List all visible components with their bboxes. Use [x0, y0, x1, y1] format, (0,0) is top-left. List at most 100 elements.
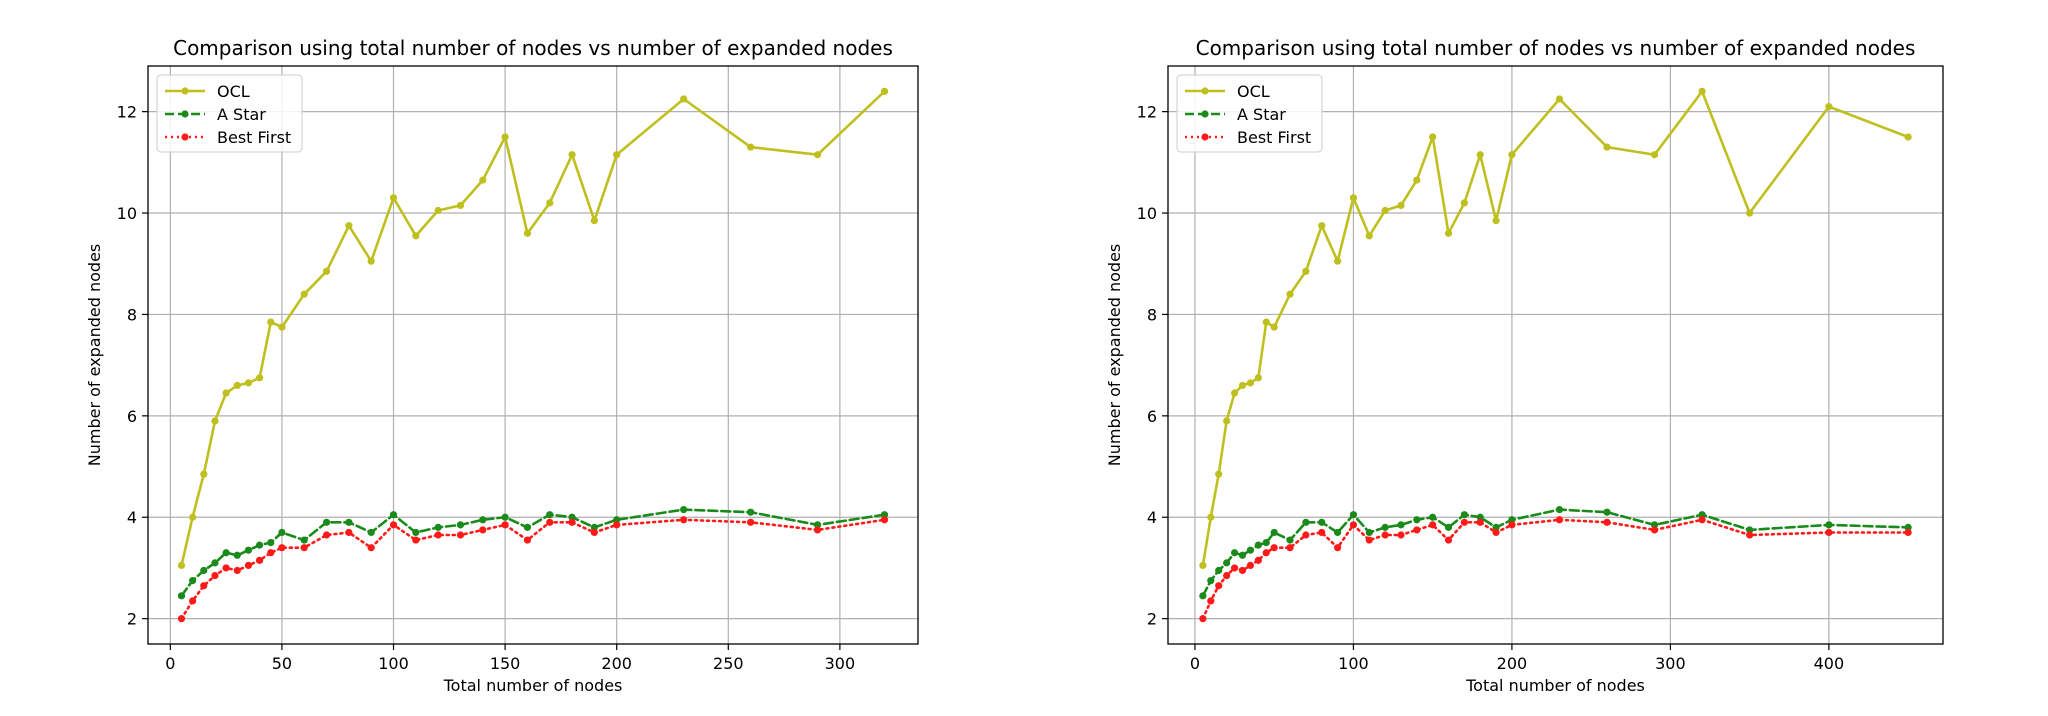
- data-point: [1746, 209, 1754, 217]
- data-point: [1698, 87, 1706, 95]
- data-point: [1365, 232, 1373, 240]
- data-point: [412, 232, 420, 240]
- data-point: [1698, 511, 1706, 519]
- data-point: [1492, 217, 1500, 225]
- data-point: [1333, 257, 1342, 265]
- gridlines: [148, 66, 918, 644]
- data-point: [1460, 511, 1468, 519]
- x-tick-label: 300: [825, 654, 856, 673]
- series-best-first: [177, 516, 889, 623]
- data-point: [813, 521, 822, 529]
- data-point: [1262, 318, 1270, 326]
- data-point: [590, 217, 598, 225]
- data-point: [189, 597, 197, 605]
- data-point: [1318, 528, 1326, 537]
- data-point: [1246, 561, 1255, 570]
- series-line: [1201, 90, 1910, 567]
- x-tick-label: 100: [1338, 654, 1369, 673]
- y-tick-label: 2: [1147, 610, 1157, 629]
- data-point: [1825, 528, 1833, 537]
- legend-marker: [1201, 87, 1209, 95]
- data-point: [233, 551, 241, 559]
- data-point: [523, 536, 532, 544]
- data-point: [1223, 417, 1231, 425]
- data-point: [1238, 551, 1247, 559]
- series-a-star: [1199, 506, 1912, 600]
- x-tick-label: 200: [1497, 654, 1528, 673]
- data-point: [412, 528, 420, 537]
- data-point: [211, 559, 219, 567]
- data-point: [1318, 518, 1326, 526]
- data-point: [177, 561, 186, 570]
- data-point: [278, 323, 286, 331]
- series-a-star: [177, 506, 889, 600]
- data-point: [434, 206, 442, 215]
- data-point: [813, 526, 822, 534]
- data-point: [1246, 546, 1255, 554]
- ticks: 0 50 100 150 200 250 300 2 4 6 8 10 12: [117, 103, 856, 673]
- data-point: [1254, 374, 1262, 382]
- data-point: [1223, 559, 1231, 567]
- data-point: [1349, 521, 1358, 529]
- data-point: [200, 470, 208, 478]
- data-point: [747, 518, 755, 526]
- data-point: [1270, 544, 1278, 552]
- data-point: [1444, 523, 1453, 531]
- data-point: [1207, 597, 1215, 605]
- x-axis-label: Total number of nodes: [1465, 676, 1645, 695]
- data-point: [1381, 206, 1389, 215]
- data-point: [1254, 541, 1262, 549]
- data-point: [1429, 513, 1437, 521]
- data-point: [267, 549, 275, 557]
- data-point: [434, 523, 442, 531]
- data-point: [479, 526, 487, 534]
- series-line: [180, 90, 886, 567]
- data-point: [568, 518, 576, 526]
- data-point: [1270, 528, 1278, 537]
- data-point: [1223, 571, 1231, 580]
- data-point: [1365, 528, 1373, 537]
- legend-label: Best First: [217, 128, 291, 147]
- data-point: [479, 176, 487, 184]
- data-point: [1349, 511, 1358, 519]
- data-point: [211, 417, 219, 425]
- data-point: [501, 513, 509, 521]
- data-point: [1508, 521, 1516, 529]
- data-point: [1333, 544, 1342, 552]
- data-point: [1286, 544, 1294, 552]
- data-point: [1603, 518, 1611, 526]
- data-point: [255, 374, 264, 382]
- data-point: [255, 541, 264, 549]
- data-point: [1286, 290, 1294, 298]
- data-point: [613, 516, 621, 524]
- legend-label: A Star: [217, 105, 266, 124]
- data-point: [1650, 151, 1659, 159]
- data-point: [1262, 549, 1270, 557]
- data-point: [300, 290, 308, 298]
- data-point: [389, 511, 398, 519]
- data-point: [222, 389, 230, 397]
- x-tick-label: 0: [165, 654, 175, 673]
- data-point: [244, 379, 253, 387]
- data-point: [367, 528, 375, 537]
- data-point: [389, 521, 398, 529]
- data-point: [1904, 523, 1912, 531]
- data-point: [222, 549, 230, 557]
- data-point: [590, 528, 598, 537]
- data-point: [1825, 521, 1833, 529]
- legend-label: OCL: [1237, 82, 1270, 101]
- data-point: [1381, 523, 1389, 531]
- data-point: [880, 87, 889, 95]
- data-point: [523, 523, 532, 531]
- y-tick-label: 12: [117, 103, 137, 122]
- data-point: [1262, 538, 1270, 547]
- data-point: [747, 143, 755, 151]
- data-point: [1555, 506, 1564, 514]
- data-point: [1230, 564, 1239, 572]
- y-tick-label: 8: [127, 305, 137, 324]
- data-point: [200, 582, 208, 590]
- legend-marker: [1201, 110, 1209, 118]
- data-point: [680, 516, 688, 524]
- x-axis-label: Total number of nodes: [443, 676, 623, 695]
